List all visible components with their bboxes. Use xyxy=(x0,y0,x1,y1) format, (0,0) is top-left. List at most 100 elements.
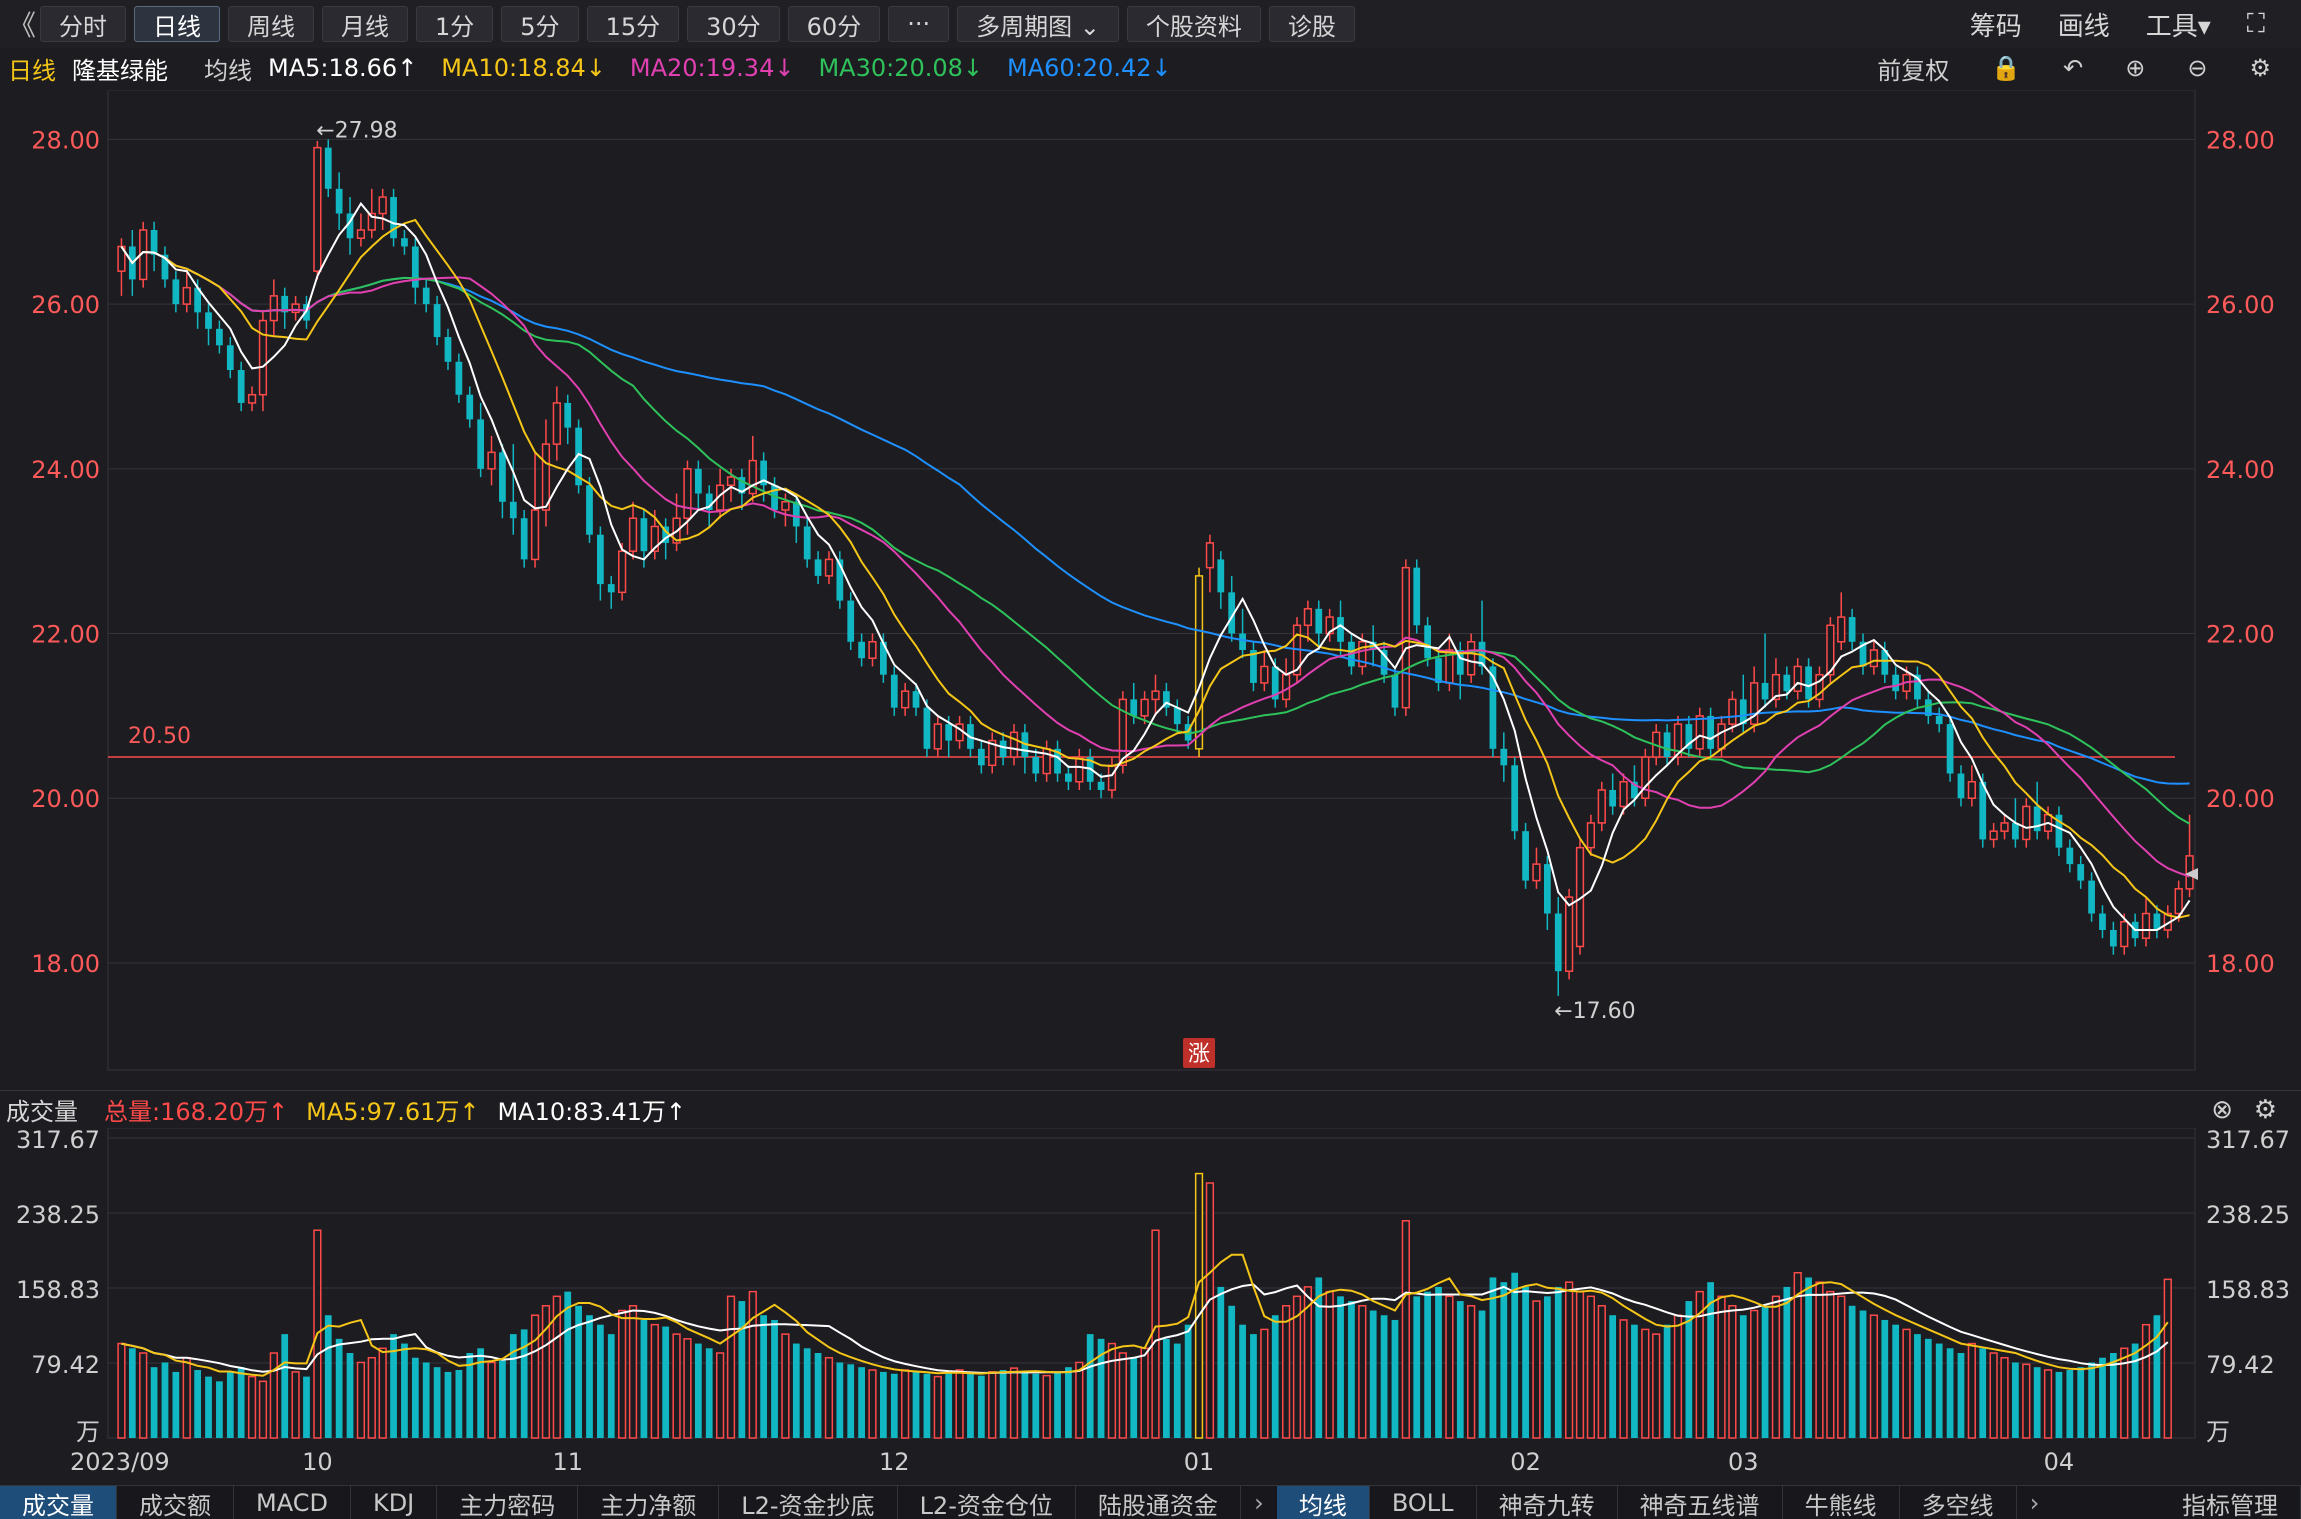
toolbar-right-item-3[interactable]: ⛶ xyxy=(2246,8,2265,39)
candle-body xyxy=(1118,698,1127,767)
volume-bar xyxy=(618,1309,627,1439)
toolbar-right-item-0[interactable]: 筹码 xyxy=(1969,11,2022,42)
volume-bar xyxy=(2066,1370,2074,1438)
volume-chart[interactable]: 317.67 317.67 238.25 238.25 158.83 158.83 79.4… xyxy=(0,1128,2301,1485)
info-control-1[interactable]: 🔒 xyxy=(1991,54,2022,82)
tab-3[interactable]: KDJ xyxy=(351,1486,438,1519)
price-tick-right-3: 22.00 xyxy=(2206,621,2275,649)
toolbar-right-item-1[interactable]: 画线 xyxy=(2057,11,2110,42)
candle-body xyxy=(1543,864,1551,914)
volume-bar xyxy=(1358,1305,1367,1439)
candle-body xyxy=(1163,691,1170,708)
volume-bar xyxy=(2099,1357,2106,1438)
gear-icon[interactable]: ⚙ xyxy=(2253,1094,2277,1125)
price-chart[interactable]: 28.00 28.00 26.00 26.00 24.00 24.00 22.00 22.00… xyxy=(0,90,2301,1090)
candle-body xyxy=(182,286,191,305)
tab-8[interactable]: 陆股通资金 xyxy=(1076,1486,1241,1519)
toolbar-right-item-2[interactable]: 工具▾ xyxy=(2145,11,2211,42)
period-button-1[interactable]: 日线 xyxy=(134,6,220,42)
tab-10[interactable]: 均线 xyxy=(1276,1486,1370,1519)
volume-bar xyxy=(880,1371,887,1438)
candle-body xyxy=(226,345,234,370)
info-control-0[interactable]: 前复权 xyxy=(1877,56,1950,85)
period-button-9[interactable]: ··· xyxy=(888,6,950,42)
volume-bar xyxy=(771,1319,778,1438)
candle-body xyxy=(1358,641,1367,668)
volume-tick-right-2: 158.83 xyxy=(2206,1276,2290,1304)
period-button-11[interactable]: 个股资料 xyxy=(1126,6,1261,42)
info-control-5[interactable]: ⚙ xyxy=(2249,54,2271,82)
tab-1[interactable]: 成交额 xyxy=(117,1486,234,1519)
ma-label[interactable]: 均线 xyxy=(204,56,252,85)
volume-bar xyxy=(401,1343,408,1438)
candle-body xyxy=(499,452,506,502)
volume-bar xyxy=(1456,1301,1464,1438)
volume-bar xyxy=(564,1291,572,1438)
period-button-6[interactable]: 15分 xyxy=(586,6,680,42)
volume-bar xyxy=(760,1315,768,1438)
volume-bar xyxy=(1042,1374,1051,1439)
tab-7[interactable]: L2-资金仓位 xyxy=(898,1486,1076,1519)
toolbar-right: 筹码 画线 工具▾ ⛶ xyxy=(1970,0,2301,48)
volume-tick-right-4: 万 xyxy=(2206,1418,2230,1446)
info-control-2[interactable]: ↶ xyxy=(2063,54,2084,82)
period-button-0[interactable]: 分时 xyxy=(40,6,126,42)
tab-12[interactable]: 神奇九转 xyxy=(1477,1486,1618,1519)
period-button-5[interactable]: 5分 xyxy=(501,6,579,42)
period-button-7[interactable]: 30分 xyxy=(687,6,780,42)
volume-bar xyxy=(1511,1272,1519,1438)
volume-bar xyxy=(1564,1281,1574,1439)
volume-bar xyxy=(1869,1314,1879,1439)
tab-11[interactable]: BOLL xyxy=(1370,1486,1477,1519)
volume-bar xyxy=(868,1369,877,1439)
candle-body xyxy=(1107,764,1117,791)
rise-marker-bg xyxy=(1183,1038,1216,1068)
period-button-3[interactable]: 月线 xyxy=(322,6,408,42)
candle-body xyxy=(2055,814,2063,848)
volume-bar xyxy=(1641,1328,1650,1439)
volume-bar xyxy=(139,1352,148,1439)
tab-4[interactable]: 主力密码 xyxy=(437,1486,579,1519)
tab-15[interactable]: 多空线 xyxy=(1900,1486,2017,1519)
close-icon[interactable]: ⊗ xyxy=(2211,1094,2233,1125)
volume-bar xyxy=(172,1371,180,1438)
tab-17[interactable]: 指标管理 xyxy=(2160,1486,2301,1519)
candle-body xyxy=(1771,673,1781,701)
tab-14[interactable]: 牛熊线 xyxy=(1783,1486,1900,1519)
volume-bar xyxy=(1695,1290,1704,1439)
volume-bar xyxy=(1315,1277,1323,1438)
period-button-2[interactable]: 周线 xyxy=(228,6,314,42)
period-button-10[interactable]: 多周期图 ⌄ xyxy=(957,6,1119,42)
tab-2[interactable]: MACD xyxy=(234,1486,351,1519)
info-control-4[interactable]: ⊖ xyxy=(2187,54,2208,82)
period-button-12[interactable]: 诊股 xyxy=(1268,6,1355,42)
collapse-arrow-icon[interactable]: 《 xyxy=(7,9,36,42)
tabs-scroll-icon[interactable]: › xyxy=(1254,1488,1264,1517)
period-button-4[interactable]: 1分 xyxy=(416,6,494,42)
volume-bar xyxy=(444,1371,452,1438)
volume-bar xyxy=(552,1295,561,1439)
volume-bar xyxy=(1021,1371,1029,1438)
tab-5[interactable]: 主力净额 xyxy=(578,1486,720,1519)
tab-6[interactable]: L2-资金抄底 xyxy=(719,1486,898,1519)
candle-body xyxy=(1663,732,1671,758)
candle-body xyxy=(335,188,343,214)
tabs-scroll-icon[interactable]: › xyxy=(2029,1488,2040,1517)
volume-bar xyxy=(824,1356,834,1439)
volume-bar xyxy=(477,1348,485,1438)
tab-13[interactable]: 神奇五线谱 xyxy=(1618,1486,1783,1519)
info-control-3[interactable]: ⊕ xyxy=(2125,54,2146,82)
candle-body xyxy=(1979,781,1987,840)
candle-body xyxy=(1413,567,1421,626)
candle-body xyxy=(1435,658,1442,683)
stock-name[interactable]: 隆基绿能 xyxy=(72,56,168,85)
candle-body xyxy=(1054,748,1061,774)
tab-0[interactable]: 成交量 xyxy=(0,1486,117,1519)
volume-bar xyxy=(1500,1282,1508,1438)
candle-body xyxy=(509,501,517,519)
candle-body xyxy=(705,493,713,510)
period-button-8[interactable]: 60分 xyxy=(787,6,881,42)
volume-bar xyxy=(1673,1314,1683,1439)
volume-bar xyxy=(1631,1324,1638,1438)
